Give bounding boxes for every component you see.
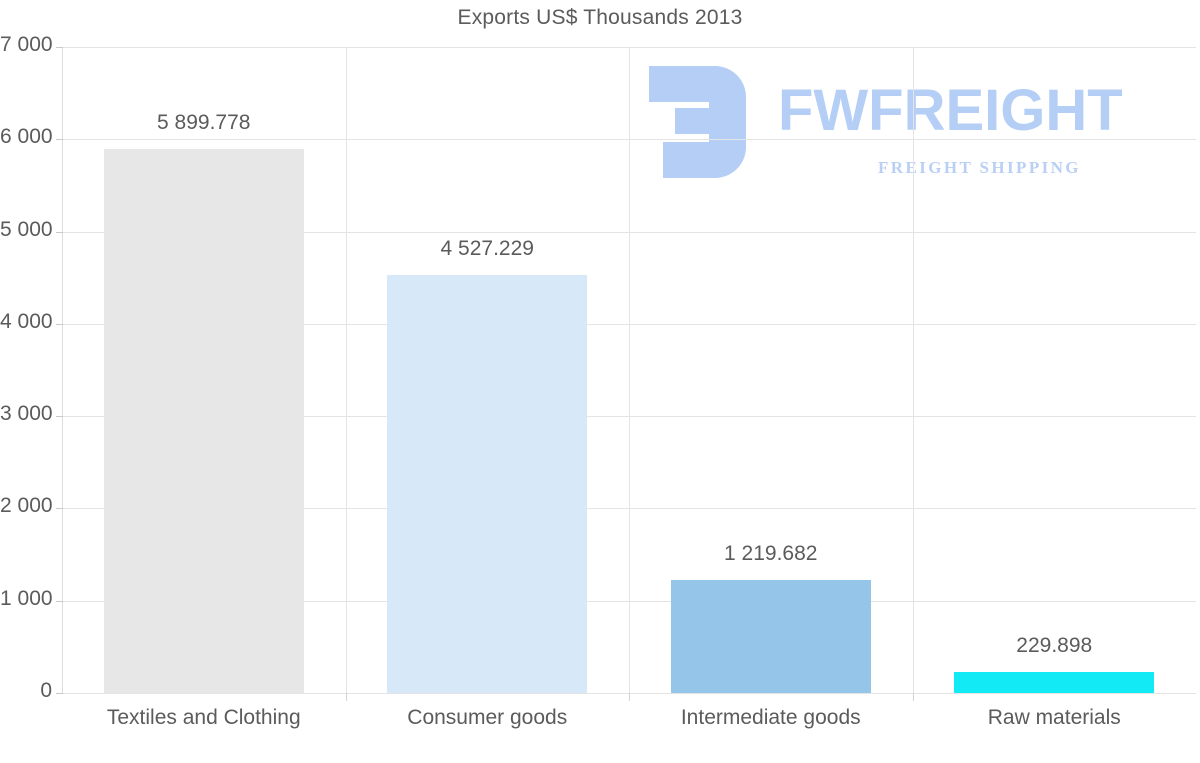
x-axis-category-label: Intermediate goods (680, 706, 861, 729)
gridline-vertical (629, 47, 630, 693)
x-axis-tick-mark (913, 693, 914, 701)
y-axis-tick-mark (56, 139, 63, 141)
x-axis-category-label: Textiles and Clothing (106, 706, 301, 729)
x-axis-tick-mark (346, 693, 347, 701)
bar-value-label: 4 527.229 (440, 237, 534, 261)
y-axis-tick-mark (56, 323, 63, 325)
y-axis-tick-label: 6 000 (0, 125, 53, 149)
bar[interactable] (954, 671, 1155, 693)
bar-value-label: 5 899.778 (157, 110, 251, 134)
y-axis-tick-label: 5 000 (0, 217, 53, 241)
y-axis-tick-mark (56, 416, 63, 418)
y-axis-tick-label: 2 000 (0, 494, 53, 518)
y-axis-tick-label: 3 000 (0, 402, 53, 426)
y-axis-tick-label: 0 (40, 679, 52, 702)
y-axis-tick-label: 7 000 (0, 33, 53, 56)
y-axis-tick-mark (56, 231, 63, 233)
y-axis-tick-label: 1 000 (0, 586, 53, 610)
plot-area (62, 47, 1196, 694)
y-axis-tick-mark (56, 47, 63, 48)
bar-value-label: 1 219.682 (724, 542, 818, 566)
bar[interactable] (387, 275, 588, 693)
bar[interactable] (103, 148, 304, 693)
x-axis-category-label: Raw materials (987, 706, 1121, 729)
bar[interactable] (670, 580, 871, 693)
y-axis-tick-mark (56, 693, 63, 694)
gridline-vertical (346, 47, 347, 693)
y-axis-line (62, 47, 63, 693)
gridline-vertical (913, 47, 914, 693)
y-axis-tick-label: 4 000 (0, 309, 53, 333)
x-axis-tick-mark (629, 693, 630, 701)
y-axis-tick-mark (56, 600, 63, 602)
y-axis-tick-mark (56, 508, 63, 510)
chart-title: Exports US$ Thousands 2013 (457, 6, 743, 29)
bar-value-label: 229.898 (1016, 633, 1093, 657)
x-axis-category-label: Consumer goods (407, 706, 568, 729)
